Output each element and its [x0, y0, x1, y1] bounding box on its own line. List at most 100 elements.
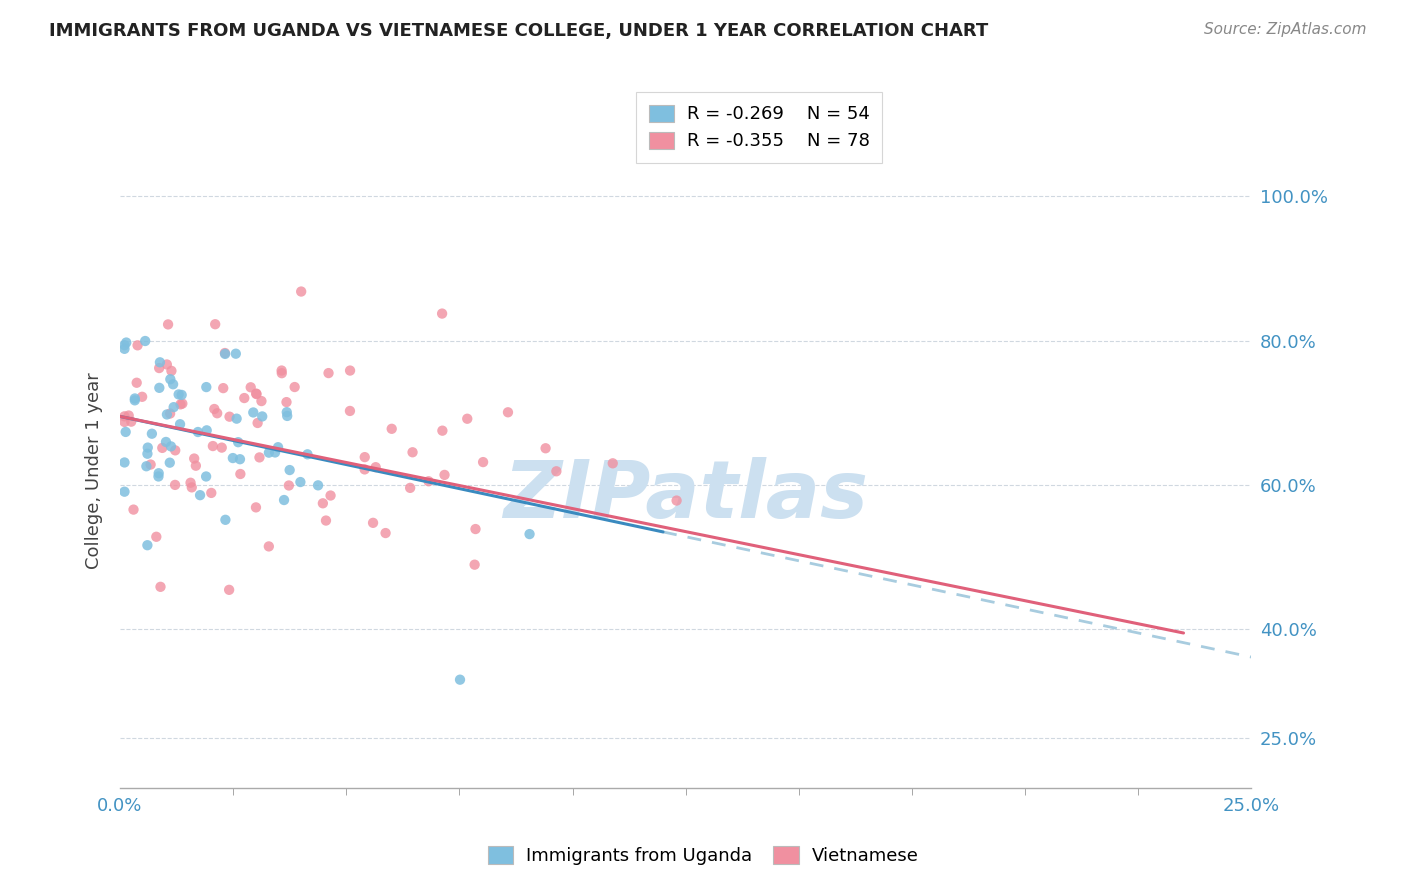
- Point: [183, 451, 205, 466]
- Point: [315, 514, 337, 528]
- Y-axis label: College, Under 1 year: College, Under 1 year: [86, 372, 103, 569]
- Point: [246, 416, 269, 430]
- Point: [225, 347, 247, 361]
- Point: [115, 335, 138, 350]
- Point: [184, 458, 207, 473]
- Point: [149, 355, 172, 369]
- Point: [401, 445, 423, 459]
- Point: [195, 380, 218, 394]
- Point: [141, 426, 163, 441]
- Point: [162, 377, 184, 392]
- Point: [319, 489, 342, 503]
- Text: Source: ZipAtlas.com: Source: ZipAtlas.com: [1204, 22, 1367, 37]
- Point: [257, 540, 280, 554]
- Point: [165, 478, 187, 492]
- Point: [136, 447, 159, 461]
- Point: [127, 338, 149, 352]
- Point: [131, 390, 153, 404]
- Point: [159, 372, 181, 386]
- Point: [534, 442, 557, 456]
- Point: [218, 582, 240, 597]
- Point: [276, 395, 298, 409]
- Point: [148, 467, 170, 481]
- Point: [399, 481, 422, 495]
- Point: [218, 409, 240, 424]
- Point: [172, 396, 194, 410]
- Point: [148, 469, 170, 483]
- Point: [187, 425, 209, 439]
- Point: [233, 391, 256, 405]
- Point: [114, 415, 136, 429]
- Point: [155, 434, 177, 449]
- Point: [214, 346, 236, 360]
- Point: [278, 463, 301, 477]
- Point: [201, 439, 224, 453]
- Text: IMMIGRANTS FROM UGANDA VS VIETNAMESE COLLEGE, UNDER 1 YEAR CORRELATION CHART: IMMIGRANTS FROM UGANDA VS VIETNAMESE COL…: [49, 22, 988, 40]
- Point: [156, 408, 179, 422]
- Point: [122, 502, 145, 516]
- Point: [159, 407, 181, 421]
- Point: [156, 358, 179, 372]
- Point: [239, 380, 262, 394]
- Point: [290, 475, 312, 489]
- Point: [270, 366, 292, 380]
- Point: [353, 462, 375, 476]
- Point: [546, 464, 568, 478]
- Point: [139, 458, 162, 472]
- Point: [464, 522, 486, 536]
- Point: [432, 424, 454, 438]
- Point: [114, 455, 136, 469]
- Point: [433, 467, 456, 482]
- Point: [449, 673, 471, 687]
- Point: [188, 488, 211, 502]
- Point: [276, 405, 298, 419]
- Point: [464, 558, 486, 572]
- Point: [222, 451, 245, 466]
- Point: [381, 422, 404, 436]
- Point: [307, 478, 329, 492]
- Point: [124, 393, 146, 408]
- Point: [225, 411, 247, 425]
- Point: [250, 394, 273, 409]
- Point: [519, 527, 541, 541]
- Point: [290, 285, 312, 299]
- Point: [114, 342, 136, 356]
- Point: [148, 381, 170, 395]
- Point: [602, 456, 624, 470]
- Point: [430, 307, 453, 321]
- Point: [374, 526, 396, 541]
- Point: [120, 415, 142, 429]
- Point: [163, 400, 186, 414]
- Point: [136, 441, 159, 455]
- Point: [136, 538, 159, 552]
- Point: [180, 480, 202, 494]
- Point: [195, 469, 218, 483]
- Point: [114, 484, 136, 499]
- Point: [242, 405, 264, 419]
- Point: [252, 409, 274, 424]
- Point: [249, 450, 271, 465]
- Point: [195, 423, 218, 437]
- Point: [665, 493, 688, 508]
- Point: [211, 441, 233, 455]
- Point: [150, 441, 173, 455]
- Point: [202, 402, 225, 417]
- Point: [114, 409, 136, 424]
- Point: [180, 475, 202, 490]
- Point: [284, 380, 307, 394]
- Point: [257, 445, 280, 459]
- Point: [159, 456, 181, 470]
- Point: [353, 450, 375, 464]
- Point: [472, 455, 495, 469]
- Point: [160, 364, 183, 378]
- Point: [148, 361, 170, 376]
- Legend: Immigrants from Uganda, Vietnamese: Immigrants from Uganda, Vietnamese: [481, 839, 925, 872]
- Point: [134, 334, 156, 348]
- Point: [339, 404, 361, 418]
- Point: [229, 467, 252, 481]
- Point: [169, 417, 191, 432]
- Point: [114, 338, 136, 352]
- Point: [226, 435, 249, 450]
- Point: [245, 387, 267, 401]
- Point: [124, 392, 146, 406]
